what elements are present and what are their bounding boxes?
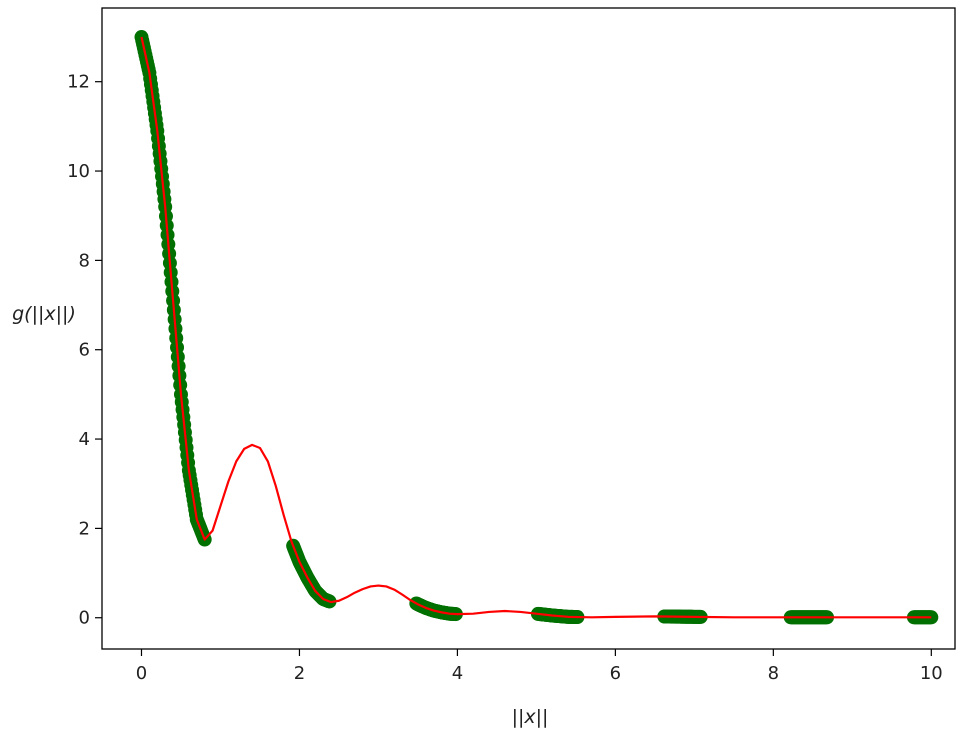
x-tick-label: 2 bbox=[294, 663, 305, 684]
x-tick-label: 10 bbox=[920, 663, 943, 684]
y-tick-label: 0 bbox=[79, 608, 90, 629]
y-tick-label: 8 bbox=[79, 250, 90, 271]
x-tick-label: 0 bbox=[136, 663, 147, 684]
y-tick-label: 6 bbox=[79, 340, 90, 361]
plot-area bbox=[134, 30, 939, 625]
x-axis-label: ||x|| bbox=[512, 706, 549, 728]
x-tick-label: 6 bbox=[610, 663, 621, 684]
y-axis-label: g(||x||) bbox=[12, 303, 76, 325]
y-tick-label: 4 bbox=[79, 429, 90, 450]
y-tick-label: 2 bbox=[79, 518, 90, 539]
y-axis-ticks: 0 2 4 6 8 10 12 bbox=[67, 72, 102, 629]
x-tick-label: 8 bbox=[768, 663, 779, 684]
plot-frame bbox=[101, 7, 956, 650]
y-tick-label: 10 bbox=[67, 161, 90, 182]
y-tick-label: 12 bbox=[67, 72, 90, 93]
fitted-curve-line bbox=[140, 36, 932, 619]
x-tick-label: 4 bbox=[452, 663, 463, 684]
x-axis-ticks: 0 2 4 6 8 10 bbox=[136, 649, 943, 684]
